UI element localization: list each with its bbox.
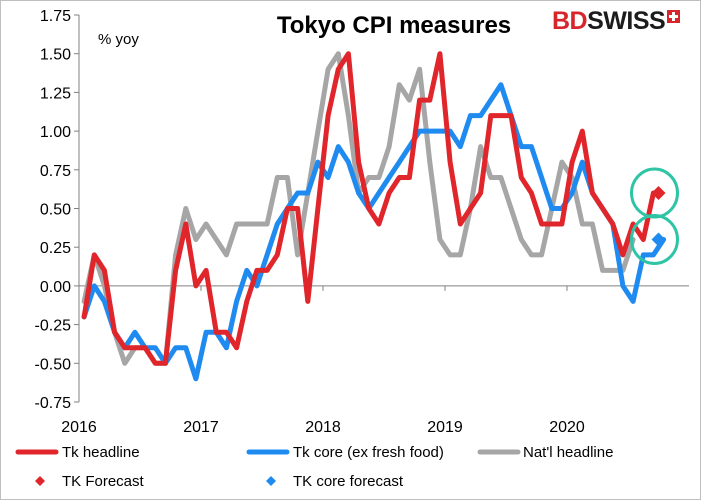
chart-title: Tokyo CPI measures bbox=[277, 12, 511, 39]
swiss-cross-icon bbox=[667, 9, 681, 23]
brand-logo-bd: BD bbox=[552, 6, 588, 35]
x-tick-label: 2019 bbox=[427, 419, 463, 436]
y-tick-label: 1.00 bbox=[40, 124, 71, 141]
y-tick-label: 1.25 bbox=[40, 85, 71, 102]
legend-swatch bbox=[35, 476, 45, 486]
y-tick-label: 0.00 bbox=[40, 279, 71, 296]
x-tick-label: 2016 bbox=[61, 419, 97, 436]
y-tick-label: 1.50 bbox=[40, 47, 71, 64]
y-tick-label: -0.50 bbox=[35, 356, 72, 373]
x-tick-label: 2017 bbox=[183, 419, 219, 436]
x-tick-label: 2018 bbox=[305, 419, 341, 436]
y-tick-label: -0.75 bbox=[35, 395, 72, 412]
series-line bbox=[81, 51, 656, 366]
highlight-circle bbox=[630, 167, 679, 219]
y-tick-label: 0.25 bbox=[40, 240, 71, 257]
legend-label: Tk headline bbox=[62, 444, 140, 461]
y-tick-label: 1.75 bbox=[40, 8, 71, 25]
legend-label: Tk core (ex fresh food) bbox=[293, 444, 444, 461]
legend-swatch bbox=[266, 476, 276, 486]
brand-logo-swiss: SWISS bbox=[587, 6, 666, 35]
x-tick-label: 2020 bbox=[549, 419, 585, 436]
unit-label: % yoy bbox=[98, 31, 139, 48]
highlight-circle bbox=[630, 213, 679, 265]
brand-logo: BD SWISS bbox=[552, 6, 681, 36]
legend-label: TK core forecast bbox=[293, 473, 404, 490]
legend-label: TK Forecast bbox=[62, 473, 145, 490]
forecast-point bbox=[651, 186, 666, 201]
y-tick-label: -0.25 bbox=[35, 318, 72, 335]
y-tick-label: 0.75 bbox=[40, 163, 71, 180]
forecast-point bbox=[651, 232, 666, 247]
legend-label: Nat'l headline bbox=[523, 444, 613, 461]
y-tick-label: 0.50 bbox=[40, 202, 71, 219]
